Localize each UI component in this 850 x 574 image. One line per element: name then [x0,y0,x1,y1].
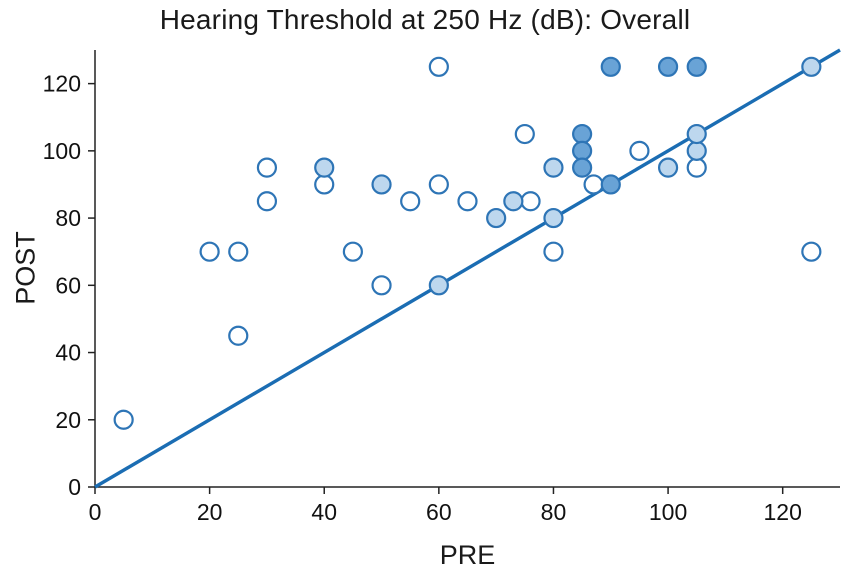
data-point-dark [657,56,679,77]
data-point-light [371,174,392,195]
data-point-open [801,241,822,262]
data-point-open [256,191,278,212]
x-tick-label: 80 [541,499,567,525]
data-point-light [543,157,564,178]
data-point-open [113,409,134,430]
x-tick-label: 0 [89,499,102,525]
x-tick-label: 120 [764,499,802,525]
data-point-open [520,191,541,212]
y-tick-label: 20 [55,407,81,433]
data-point-open [629,140,650,161]
data-point-open [371,275,392,296]
data-point-dark [600,174,621,195]
data-point-light [428,275,449,296]
data-point-open [314,174,335,195]
y-tick-label: 100 [43,138,81,164]
data-point-open [256,157,278,178]
data-point-open [228,325,249,346]
data-point-light [657,157,679,178]
data-point-dark [572,157,593,178]
data-point-open [514,123,535,145]
data-point-open [228,241,249,262]
data-point-light [503,191,524,212]
x-tick-label: 40 [311,499,337,525]
data-point-open [686,157,707,178]
y-tick-label: 60 [55,272,81,298]
data-point-dark [686,56,707,77]
data-point-light [543,207,564,229]
x-tick-label: 100 [649,499,687,525]
data-point-open [543,241,564,262]
x-tick-label: 20 [197,499,223,525]
data-point-open [199,241,220,262]
data-point-open [428,174,449,195]
y-tick-label: 120 [43,71,81,97]
identity-line [94,48,841,489]
data-point-open [400,191,421,212]
data-point-open [583,174,604,195]
data-point-light [486,207,507,229]
data-point-open [342,241,363,262]
data-point-light [686,123,707,145]
data-point-light [801,56,822,77]
x-tick-label: 60 [426,499,452,525]
chart-title: Hearing Threshold at 250 Hz (dB): Overal… [159,4,691,35]
data-point-open [457,191,478,212]
data-point-light [314,157,335,178]
data-point-dark [572,140,593,161]
data-point-dark [600,56,621,77]
y-tick-label: 80 [55,205,81,231]
y-tick-label: 0 [68,474,81,500]
y-axis-label: POST [10,231,41,305]
x-axis-label: PRE [439,540,496,570]
data-point-light [686,140,707,161]
y-tick-label: 40 [55,340,81,366]
data-point-open [428,56,449,77]
data-point-dark [572,123,593,145]
